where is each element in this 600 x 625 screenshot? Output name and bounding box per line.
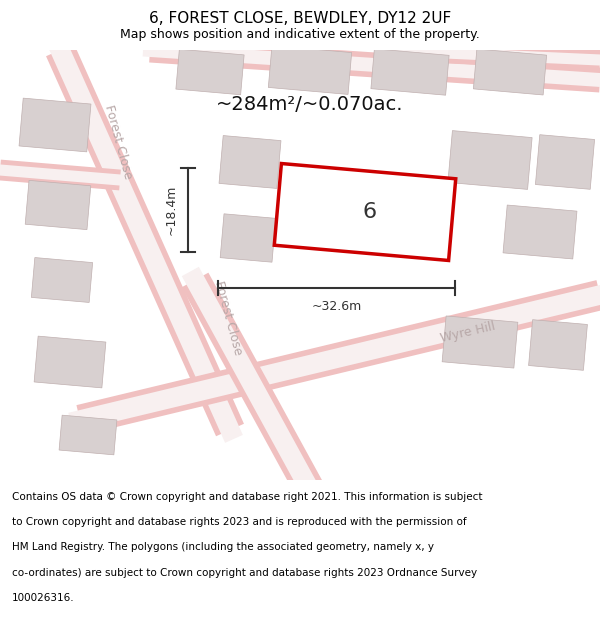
Text: Contains OS data © Crown copyright and database right 2021. This information is : Contains OS data © Crown copyright and d… bbox=[12, 492, 482, 502]
Text: to Crown copyright and database rights 2023 and is reproduced with the permissio: to Crown copyright and database rights 2… bbox=[12, 517, 467, 527]
Polygon shape bbox=[529, 320, 587, 370]
Text: Wyre Hill: Wyre Hill bbox=[439, 319, 497, 344]
Polygon shape bbox=[31, 258, 92, 302]
Text: ~284m²/~0.070ac.: ~284m²/~0.070ac. bbox=[216, 96, 404, 114]
Text: co-ordinates) are subject to Crown copyright and database rights 2023 Ordnance S: co-ordinates) are subject to Crown copyr… bbox=[12, 568, 477, 578]
Text: Forest Close: Forest Close bbox=[212, 279, 244, 357]
Text: Map shows position and indicative extent of the property.: Map shows position and indicative extent… bbox=[120, 28, 480, 41]
Text: Forest Close: Forest Close bbox=[102, 103, 134, 181]
Polygon shape bbox=[34, 336, 106, 388]
Polygon shape bbox=[535, 135, 595, 189]
Text: HM Land Registry. The polygons (including the associated geometry, namely x, y: HM Land Registry. The polygons (includin… bbox=[12, 542, 434, 552]
Polygon shape bbox=[220, 214, 276, 262]
Polygon shape bbox=[25, 181, 91, 229]
Polygon shape bbox=[473, 49, 547, 95]
Polygon shape bbox=[268, 46, 352, 94]
Text: ~18.4m: ~18.4m bbox=[165, 185, 178, 235]
Polygon shape bbox=[59, 415, 117, 455]
Polygon shape bbox=[274, 164, 456, 261]
Polygon shape bbox=[176, 49, 244, 95]
Text: 6, FOREST CLOSE, BEWDLEY, DY12 2UF: 6, FOREST CLOSE, BEWDLEY, DY12 2UF bbox=[149, 11, 451, 26]
Text: ~32.6m: ~32.6m bbox=[311, 300, 362, 313]
Polygon shape bbox=[19, 98, 91, 152]
Polygon shape bbox=[442, 316, 518, 368]
Polygon shape bbox=[503, 205, 577, 259]
Polygon shape bbox=[219, 136, 281, 188]
Text: 100026316.: 100026316. bbox=[12, 593, 74, 603]
Polygon shape bbox=[448, 131, 532, 189]
Polygon shape bbox=[371, 49, 449, 95]
Text: 6: 6 bbox=[363, 202, 377, 222]
